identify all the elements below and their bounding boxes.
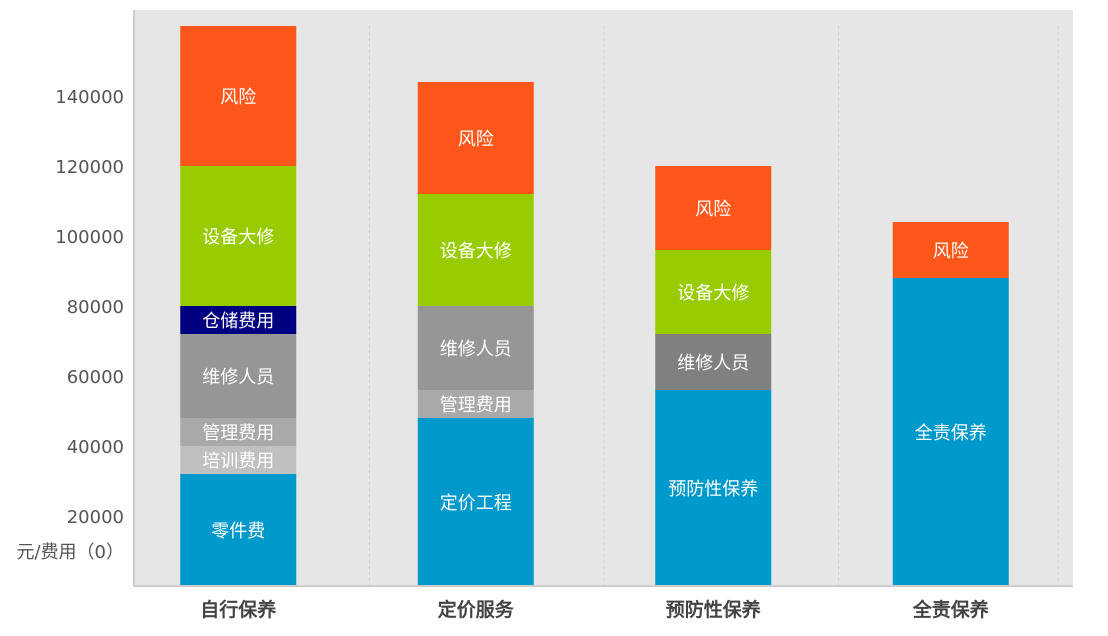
y-axis-label: 元/费用（0） bbox=[16, 542, 124, 563]
y-tick-label: 80000 bbox=[67, 297, 124, 318]
bar-segment bbox=[655, 250, 772, 334]
segment-label: 零件费 bbox=[211, 521, 265, 542]
segment-label: 设备大修 bbox=[202, 227, 274, 248]
y-tick-label: 100000 bbox=[55, 227, 124, 248]
bar-segment bbox=[417, 418, 534, 586]
segment-label: 风险 bbox=[695, 199, 731, 220]
y-tick-label: 140000 bbox=[55, 87, 124, 108]
bar-segment bbox=[417, 82, 534, 194]
bar-segment bbox=[655, 390, 772, 586]
x-category-label: 定价服务 bbox=[438, 598, 515, 621]
bars: 零件费培训费用管理费用维修人员仓储费用设备大修风险定价工程管理费用维修人员设备大… bbox=[180, 26, 1009, 586]
segment-label: 风险 bbox=[220, 87, 256, 108]
segment-label: 定价工程 bbox=[440, 493, 512, 514]
segment-label: 维修人员 bbox=[440, 339, 512, 360]
x-category-label: 自行保养 bbox=[200, 598, 276, 621]
bar-segment bbox=[180, 166, 297, 306]
bar-segment bbox=[180, 334, 297, 418]
bar-segment bbox=[417, 194, 534, 306]
bar-segment bbox=[417, 390, 534, 418]
bar-segment bbox=[655, 166, 772, 250]
y-tick-label: 20000 bbox=[67, 507, 124, 528]
segment-label: 设备大修 bbox=[440, 241, 512, 262]
segment-label: 仓储费用 bbox=[202, 311, 274, 332]
segment-label: 维修人员 bbox=[202, 367, 274, 388]
bar-stack: 定价工程 管理费用 维修人员 设备大修 风险 bbox=[417, 82, 534, 586]
bar-segment bbox=[180, 26, 297, 166]
x-category-labels: 自行保养 定价服务 预防性保养 全责保养 bbox=[200, 598, 989, 621]
segment-label: 培训费用 bbox=[202, 451, 274, 472]
bar-segment bbox=[180, 446, 297, 474]
y-tick-label: 120000 bbox=[55, 157, 124, 178]
bar-segment bbox=[180, 418, 297, 446]
segment-label: 风险 bbox=[458, 129, 494, 150]
segment-label: 管理费用 bbox=[440, 395, 512, 416]
segment-label: 全责保养 bbox=[915, 423, 987, 444]
segment-label: 设备大修 bbox=[677, 283, 749, 304]
segment-label: 风险 bbox=[933, 241, 969, 262]
y-tick-label: 60000 bbox=[67, 367, 124, 388]
segment-label: 维修人员 bbox=[677, 353, 749, 374]
bar-segment bbox=[892, 278, 1009, 586]
y-tick-label: 40000 bbox=[67, 437, 124, 458]
bar-stack: 预防性保养 维修人员 设备大修 风险 bbox=[655, 166, 772, 586]
bar-segment bbox=[417, 306, 534, 390]
bar-segment bbox=[180, 474, 297, 586]
bar-segment bbox=[655, 334, 772, 390]
bar-stack: 零件费 培训费用 管理费用 维修人员 仓储费用 设备大修 风险 bbox=[180, 26, 297, 586]
segment-label: 管理费用 bbox=[202, 423, 274, 444]
segment-label: 预防性保养 bbox=[668, 479, 758, 500]
x-category-label: 全责保养 bbox=[912, 598, 989, 621]
y-tick-labels: 20000 40000 60000 80000 100000 120000 140000 bbox=[55, 87, 124, 528]
bar-segment bbox=[892, 222, 1009, 278]
x-category-label: 预防性保养 bbox=[666, 598, 761, 621]
bar-segment bbox=[180, 306, 297, 334]
